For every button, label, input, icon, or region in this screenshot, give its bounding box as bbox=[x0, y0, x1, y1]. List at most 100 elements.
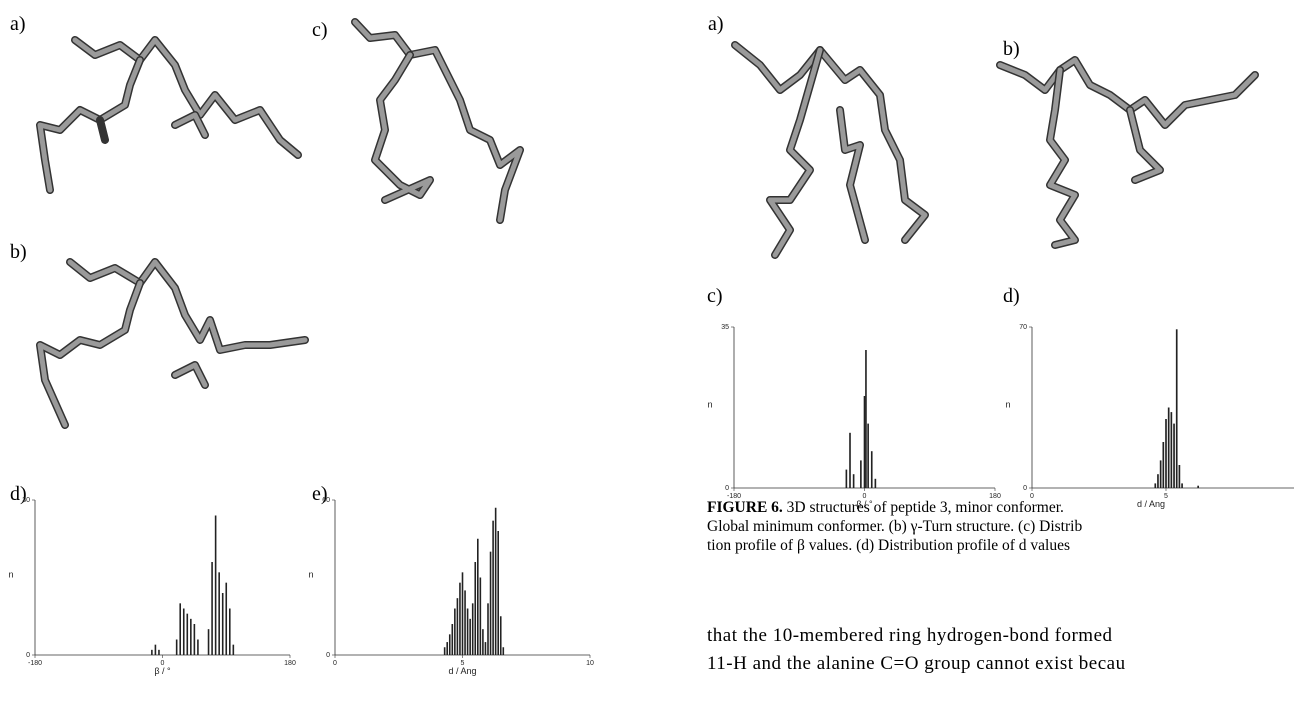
bar bbox=[1175, 329, 1178, 488]
bar bbox=[494, 507, 497, 655]
bar bbox=[197, 639, 199, 655]
bar bbox=[214, 515, 217, 655]
y-axis-label: n bbox=[308, 570, 313, 580]
body-line: 11-H and the alanine C=O group cannot ex… bbox=[707, 653, 1126, 674]
bar bbox=[461, 572, 464, 655]
bar bbox=[1159, 460, 1162, 488]
caption: FIGURE 6. 3D structures of peptide 3, mi… bbox=[707, 498, 1294, 555]
y-tick-label: 0 bbox=[326, 652, 330, 659]
bar bbox=[190, 618, 192, 655]
bar bbox=[158, 649, 160, 655]
x-tick-label: 5 bbox=[1164, 493, 1168, 500]
bar bbox=[1178, 465, 1181, 488]
x-tick-label: 0 bbox=[1030, 493, 1034, 500]
bar bbox=[186, 613, 189, 655]
bar bbox=[479, 577, 482, 655]
y-tick-label: 0 bbox=[26, 652, 30, 659]
x-tick-label: 0 bbox=[161, 660, 165, 667]
bar bbox=[469, 618, 471, 655]
caption-line: tion profile of β values. (d) Distributi… bbox=[707, 537, 1071, 554]
x-tick-label: -180 bbox=[727, 493, 741, 500]
bar bbox=[193, 624, 196, 655]
molecule bbox=[36, 36, 302, 194]
bar bbox=[225, 582, 228, 655]
bar bbox=[497, 531, 499, 655]
x-axis-label: β / ° bbox=[154, 666, 171, 676]
bar bbox=[849, 432, 851, 488]
panel-label: d) bbox=[10, 483, 27, 505]
molecule bbox=[36, 258, 309, 429]
y-axis-label: n bbox=[1005, 400, 1010, 410]
bar bbox=[852, 474, 855, 488]
caption-label: FIGURE 6. bbox=[707, 499, 783, 516]
bar bbox=[459, 582, 461, 655]
bar bbox=[446, 642, 448, 655]
bar bbox=[451, 624, 454, 655]
bar bbox=[207, 629, 210, 655]
bar bbox=[1181, 483, 1183, 488]
bar bbox=[1165, 419, 1167, 488]
x-axis-label: d / Ang bbox=[1137, 499, 1165, 509]
panel-label: a) bbox=[10, 13, 26, 35]
y-tick-label: 60 bbox=[322, 497, 330, 504]
bar bbox=[860, 460, 862, 488]
bar bbox=[1173, 423, 1175, 488]
body-line: that the 10-membered ring hydrogen-bond … bbox=[707, 625, 1113, 646]
bar bbox=[1197, 485, 1199, 488]
x-tick-label: 180 bbox=[284, 660, 296, 667]
y-tick-label: 0 bbox=[1023, 485, 1027, 492]
bar bbox=[489, 551, 492, 655]
x-axis-label: d / Ang bbox=[448, 666, 476, 676]
molecule bbox=[731, 41, 929, 259]
bar bbox=[499, 616, 502, 655]
x-tick-label: 0 bbox=[863, 493, 867, 500]
bar bbox=[211, 562, 213, 655]
bar bbox=[1154, 483, 1157, 488]
bar bbox=[464, 590, 466, 655]
bar bbox=[154, 644, 157, 655]
bar bbox=[874, 478, 877, 488]
bar bbox=[870, 451, 873, 488]
bar bbox=[477, 538, 479, 655]
panel-label: c) bbox=[312, 19, 328, 41]
bar bbox=[179, 603, 182, 655]
bar bbox=[487, 603, 489, 655]
bar bbox=[865, 350, 867, 488]
bar bbox=[863, 396, 866, 488]
panel-label: d) bbox=[1003, 285, 1020, 307]
y-tick-label: 30 bbox=[22, 497, 30, 504]
x-tick-label: 5 bbox=[461, 660, 465, 667]
bar bbox=[484, 642, 487, 655]
y-tick-label: 35 bbox=[721, 324, 729, 331]
bar bbox=[474, 562, 477, 655]
panel-label: e) bbox=[312, 483, 328, 505]
bar bbox=[221, 593, 224, 655]
bar bbox=[492, 520, 494, 655]
bar bbox=[466, 608, 469, 655]
x-tick-label: 0 bbox=[333, 660, 337, 667]
x-axis-label: β / ° bbox=[856, 499, 873, 509]
bar bbox=[228, 608, 231, 655]
panel-label: b) bbox=[10, 241, 27, 263]
panel-label: b) bbox=[1003, 38, 1020, 60]
y-tick-label: 0 bbox=[725, 485, 729, 492]
bar bbox=[867, 423, 869, 488]
panel-label: c) bbox=[707, 285, 723, 307]
bar bbox=[182, 608, 185, 655]
bar bbox=[845, 469, 848, 488]
bar bbox=[448, 634, 451, 655]
x-tick-label: 180 bbox=[989, 493, 1001, 500]
body-text: that the 10-membered ring hydrogen-bond … bbox=[707, 622, 1126, 678]
bar bbox=[1157, 474, 1159, 488]
panel-label: a) bbox=[708, 13, 724, 35]
y-tick-label: 70 bbox=[1019, 324, 1027, 331]
y-axis-label: n bbox=[707, 400, 712, 410]
bar bbox=[443, 647, 446, 655]
molecule bbox=[351, 18, 524, 224]
x-tick-label: 10 bbox=[586, 660, 594, 667]
molecule bbox=[996, 56, 1259, 249]
bar bbox=[454, 608, 456, 655]
bar bbox=[175, 639, 178, 655]
bar bbox=[232, 644, 235, 655]
